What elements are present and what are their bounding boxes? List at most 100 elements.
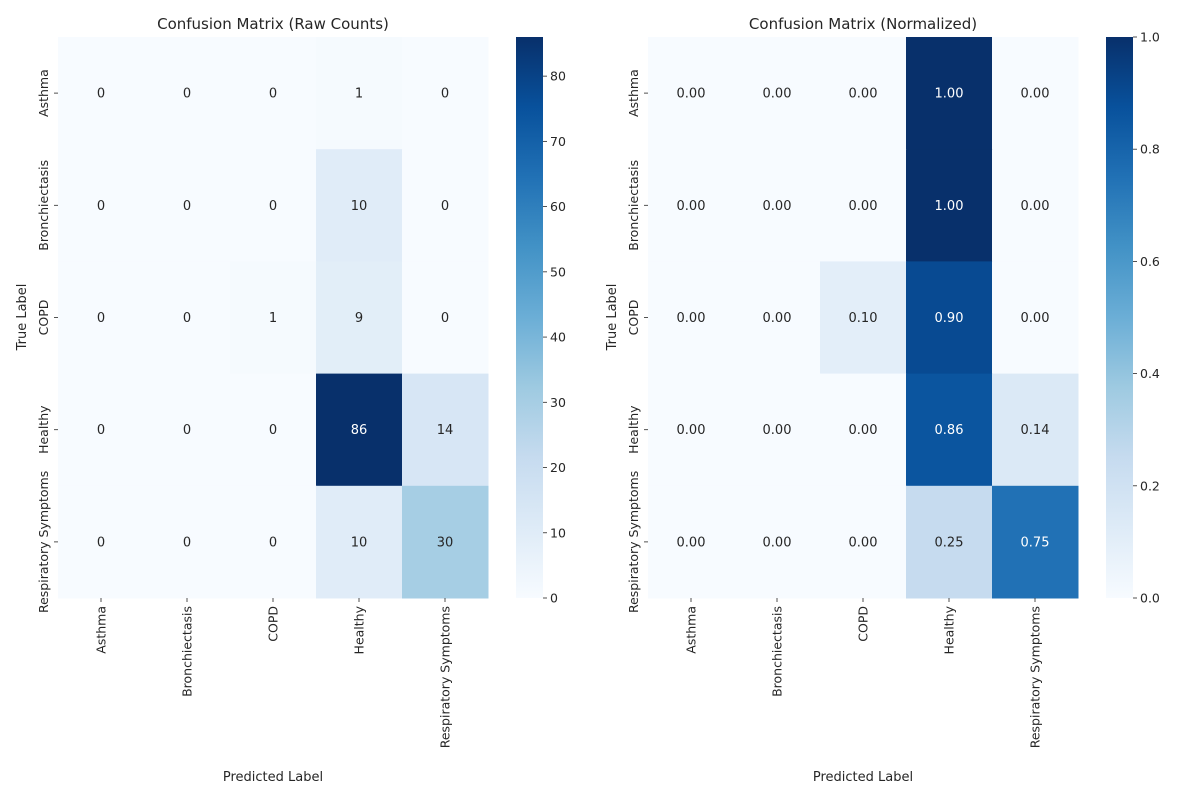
heatmap-cell-r2-c1 [734, 261, 821, 375]
x-tick-label-1: Bronchiectasis [770, 606, 785, 697]
colorbar-tick-label-2: 20 [550, 460, 566, 475]
colorbar-tick-label-4: 0.8 [1140, 142, 1160, 157]
colorbar-tick-label-4: 40 [550, 330, 566, 345]
heatmap-cell-r0-c4 [992, 37, 1079, 150]
y-axis-label: True Label [15, 284, 30, 352]
colorbar-tick-label-5: 50 [550, 264, 566, 279]
heatmap-cell-r4-c2 [820, 485, 907, 599]
cell-label-r1-c3: 1.00 [935, 199, 964, 214]
heatmap-cell-r3-c4 [402, 373, 489, 487]
cell-label-r4-c2: 0.00 [849, 535, 878, 550]
cell-label-r1-c4: 0.00 [1021, 199, 1050, 214]
cell-label-r2-c3: 9 [355, 311, 363, 326]
heatmap-cells: 0 0 0 1 00 0 0 10 00 0 1 9 00 0 0 86 140 0 0 10 30 [58, 37, 489, 599]
heatmap-panel-normalized: Confusion Matrix (Normalized) 0.00 0.00 0.… [605, 15, 1160, 785]
x-tick-label-1: Bronchiectasis [180, 606, 195, 697]
heatmap-panel-raw-counts: Confusion Matrix (Raw Counts) 0 0 0 1 00 0 0 10… [15, 15, 566, 785]
cell-label-r3-c2: 0.00 [849, 423, 878, 438]
heatmap-cell-r1-c1 [734, 149, 821, 262]
heatmap-cell-r1-c4 [402, 149, 489, 262]
chart-title: Confusion Matrix (Normalized) [749, 15, 977, 33]
heatmap-cell-r2-c3 [906, 261, 993, 375]
cell-label-r3-c0: 0.00 [677, 423, 706, 438]
cell-label-r2-c0: 0.00 [677, 311, 706, 326]
colorbar-tick-label-2: 0.4 [1140, 366, 1160, 381]
heatmap-cell-r3-c3 [316, 373, 403, 487]
heatmap-cell-r4-c3 [906, 485, 993, 599]
y-tick-label-1: Bronchiectasis [626, 160, 641, 251]
heatmap-cell-r4-c1 [144, 485, 231, 599]
heatmap-cell-r1-c0 [58, 149, 145, 262]
x-axis-label: Predicted Label [223, 770, 323, 785]
cell-label-r4-c2: 0 [269, 535, 277, 550]
heatmap-cell-r0-c2 [820, 37, 907, 150]
cell-label-r4-c3: 10 [351, 535, 368, 550]
cell-label-r1-c3: 10 [351, 199, 368, 214]
cell-label-r1-c2: 0 [269, 199, 277, 214]
colorbar-tick-label-6: 60 [550, 199, 566, 214]
cell-label-r4-c1: 0 [183, 535, 191, 550]
heatmap-cell-r1-c3 [906, 149, 993, 262]
heatmap-cell-r3-c1 [144, 373, 231, 487]
heatmap-cell-r4-c0 [648, 485, 735, 599]
heatmap-cell-r2-c4 [992, 261, 1079, 375]
y-tick-label-1: Bronchiectasis [36, 160, 51, 251]
colorbar-gradient [1106, 37, 1133, 598]
heatmap-cell-r2-c2 [820, 261, 907, 375]
cell-label-r3-c4: 14 [437, 423, 454, 438]
heatmap-cell-r0-c4 [402, 37, 489, 150]
x-tick-labels: Asthma Bronchiectasis COPD Healthy Respirato… [684, 598, 1043, 748]
cell-label-r3-c4: 0.14 [1021, 423, 1050, 438]
y-tick-label-4: Respiratory Symptoms [626, 471, 641, 613]
x-tick-label-4: Respiratory Symptoms [1028, 606, 1043, 748]
heatmap-cell-r1-c2 [820, 149, 907, 262]
heatmap-cell-r0-c0 [58, 37, 145, 150]
cell-label-r1-c2: 0.00 [849, 199, 878, 214]
colorbar: 0.0 0.2 0.4 0.6 0.8 1.0 [1106, 30, 1160, 606]
heatmap-cell-r3-c4 [992, 373, 1079, 487]
heatmap-cell-r4-c1 [734, 485, 821, 599]
heatmap-cell-r2-c4 [402, 261, 489, 375]
cell-label-r4-c3: 0.25 [935, 535, 964, 550]
x-tick-label-0: Asthma [94, 606, 109, 654]
cell-label-r0-c0: 0.00 [677, 87, 706, 102]
colorbar-tick-label-0: 0.0 [1140, 591, 1160, 606]
cell-label-r1-c1: 0.00 [763, 199, 792, 214]
cell-label-r2-c2: 0.10 [849, 311, 878, 326]
heatmap-cell-r3-c0 [58, 373, 145, 487]
cell-label-r0-c4: 0.00 [1021, 87, 1050, 102]
colorbar: 0 10 20 30 40 50 60 70 80 [516, 37, 566, 606]
heatmap-cells: 0.00 0.00 0.00 1.00 0.00 0.00 0.00 0.00 1.00 0.00… [648, 37, 1079, 599]
heatmap-cell-r3-c3 [906, 373, 993, 487]
colorbar-tick-label-3: 30 [550, 395, 566, 410]
heatmap-cell-r4-c3 [316, 485, 403, 599]
heatmap-cell-r0-c2 [230, 37, 317, 150]
y-tick-label-2: COPD [36, 300, 51, 336]
cell-label-r4-c0: 0 [97, 535, 105, 550]
y-tick-labels: Asthma Bronchiectasis COPD Healthy Respirato… [36, 69, 58, 613]
cell-label-r3-c2: 0 [269, 423, 277, 438]
cell-label-r3-c3: 86 [351, 423, 368, 438]
cell-label-r3-c0: 0 [97, 423, 105, 438]
heatmap-cell-r0-c1 [734, 37, 821, 150]
cell-label-r2-c4: 0.00 [1021, 311, 1050, 326]
heatmap-cell-r2-c0 [58, 261, 145, 375]
heatmap-cell-r3-c1 [734, 373, 821, 487]
cell-label-r2-c1: 0.00 [763, 311, 792, 326]
cell-label-r2-c4: 0 [441, 311, 449, 326]
y-tick-label-0: Asthma [626, 69, 641, 117]
colorbar-tick-label-1: 10 [550, 525, 566, 540]
cell-label-r0-c0: 0 [97, 87, 105, 102]
cell-label-r0-c2: 0.00 [849, 87, 878, 102]
y-axis-label: True Label [605, 284, 620, 352]
colorbar-tick-label-3: 0.6 [1140, 254, 1160, 269]
cell-label-r0-c1: 0 [183, 87, 191, 102]
cell-label-r1-c0: 0 [97, 199, 105, 214]
heatmap-cell-r2-c0 [648, 261, 735, 375]
y-tick-label-0: Asthma [36, 69, 51, 117]
x-tick-label-0: Asthma [684, 606, 699, 654]
cell-label-r0-c1: 0.00 [763, 87, 792, 102]
heatmap-cell-r0-c3 [316, 37, 403, 150]
y-tick-label-3: Healthy [36, 405, 51, 454]
